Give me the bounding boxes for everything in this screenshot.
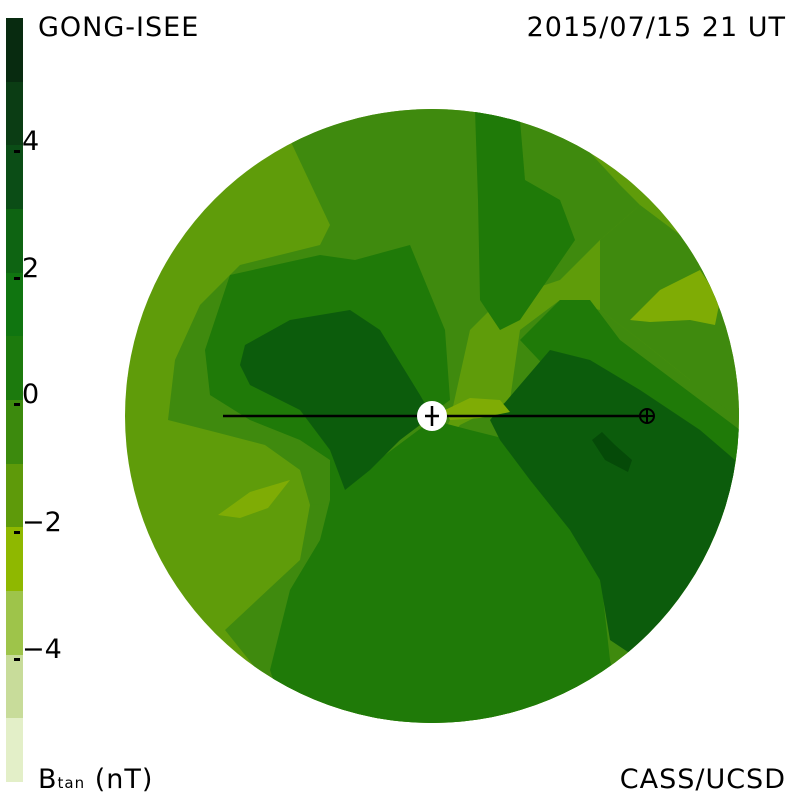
field-region-weak: [218, 480, 290, 518]
colorbar-tick: −2: [14, 509, 62, 536]
colorbar-swatch: [6, 399, 23, 464]
field-region-north: [475, 110, 575, 330]
source-label: GONG-ISEE: [38, 12, 200, 43]
field-region-weak: [445, 398, 510, 420]
field-region-east: [490, 350, 735, 660]
colorbar-swatch: [6, 590, 23, 655]
datetime-label: 2015/07/15 21 UT: [526, 12, 786, 43]
field-region: [240, 310, 432, 490]
colorbar-tick: 4: [14, 128, 39, 155]
colorbar-swatch: [6, 272, 23, 337]
colorbar-swatch: [6, 336, 23, 400]
colorbar-swatch: [6, 527, 23, 591]
colorbar-swatch: [6, 18, 23, 82]
quantity-label: Btan (nT): [38, 764, 154, 795]
colorbar: [6, 18, 23, 782]
colorbar-tick: 2: [14, 255, 39, 282]
colorbar-swatch: [6, 718, 23, 782]
colorbar-swatch: [6, 654, 23, 719]
field-region-core: [592, 432, 632, 472]
colorbar-swatch: [6, 81, 23, 146]
colorbar-swatch: [6, 145, 23, 209]
field-region-south: [270, 420, 620, 723]
colorbar-tick: −4: [14, 636, 62, 663]
colorbar-tick: 0: [14, 381, 39, 408]
field-region-weak: [630, 270, 720, 325]
colorbar-swatch: [6, 208, 23, 273]
colorbar-swatch: [6, 463, 23, 528]
credit-label: CASS/UCSD: [619, 764, 786, 795]
